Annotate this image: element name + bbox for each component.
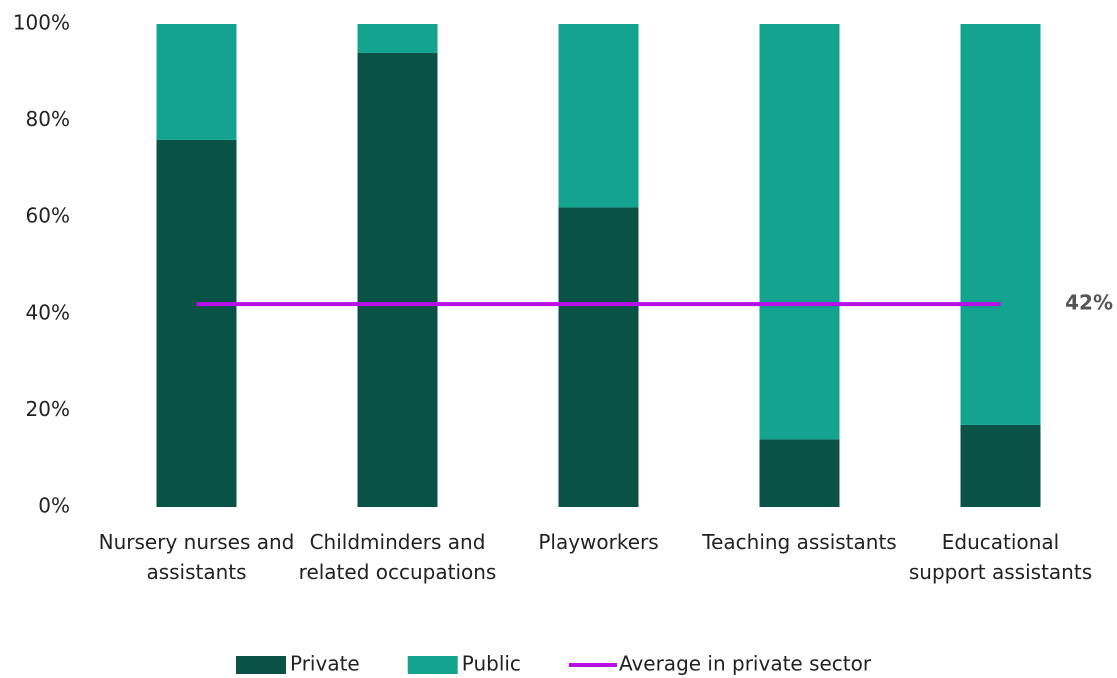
legend-swatch [236, 656, 286, 674]
x-tick-label: Childminders and related occupations [298, 530, 497, 584]
bar [960, 424, 1041, 507]
bar [156, 139, 237, 508]
y-tick-label: 80% [26, 107, 70, 131]
bar [357, 24, 438, 53]
y-tick-label: 100% [13, 11, 70, 35]
bar [960, 24, 1041, 425]
bar [156, 24, 237, 140]
bar [759, 24, 840, 440]
legend-label: Private [290, 652, 360, 676]
reference-label: 42% [1065, 291, 1113, 315]
x-tick-label: Educational support assistants [908, 530, 1093, 584]
legend-swatch [407, 656, 458, 674]
bar [558, 24, 639, 208]
bar [558, 207, 639, 508]
x-tick-label: Playworkers [538, 530, 659, 554]
legend-label: Public [462, 652, 521, 676]
y-tick-label: 20% [26, 397, 70, 421]
bar [357, 52, 438, 507]
x-tick-label: Nursery nurses and assistants [98, 530, 295, 584]
y-tick-label: 40% [26, 300, 70, 324]
x-tick-label: Teaching assistants [702, 530, 897, 554]
legend-label: Average in private sector [619, 652, 872, 676]
bar [759, 439, 840, 507]
y-tick-label: 0% [38, 494, 70, 518]
y-tick-label: 60% [26, 204, 70, 228]
